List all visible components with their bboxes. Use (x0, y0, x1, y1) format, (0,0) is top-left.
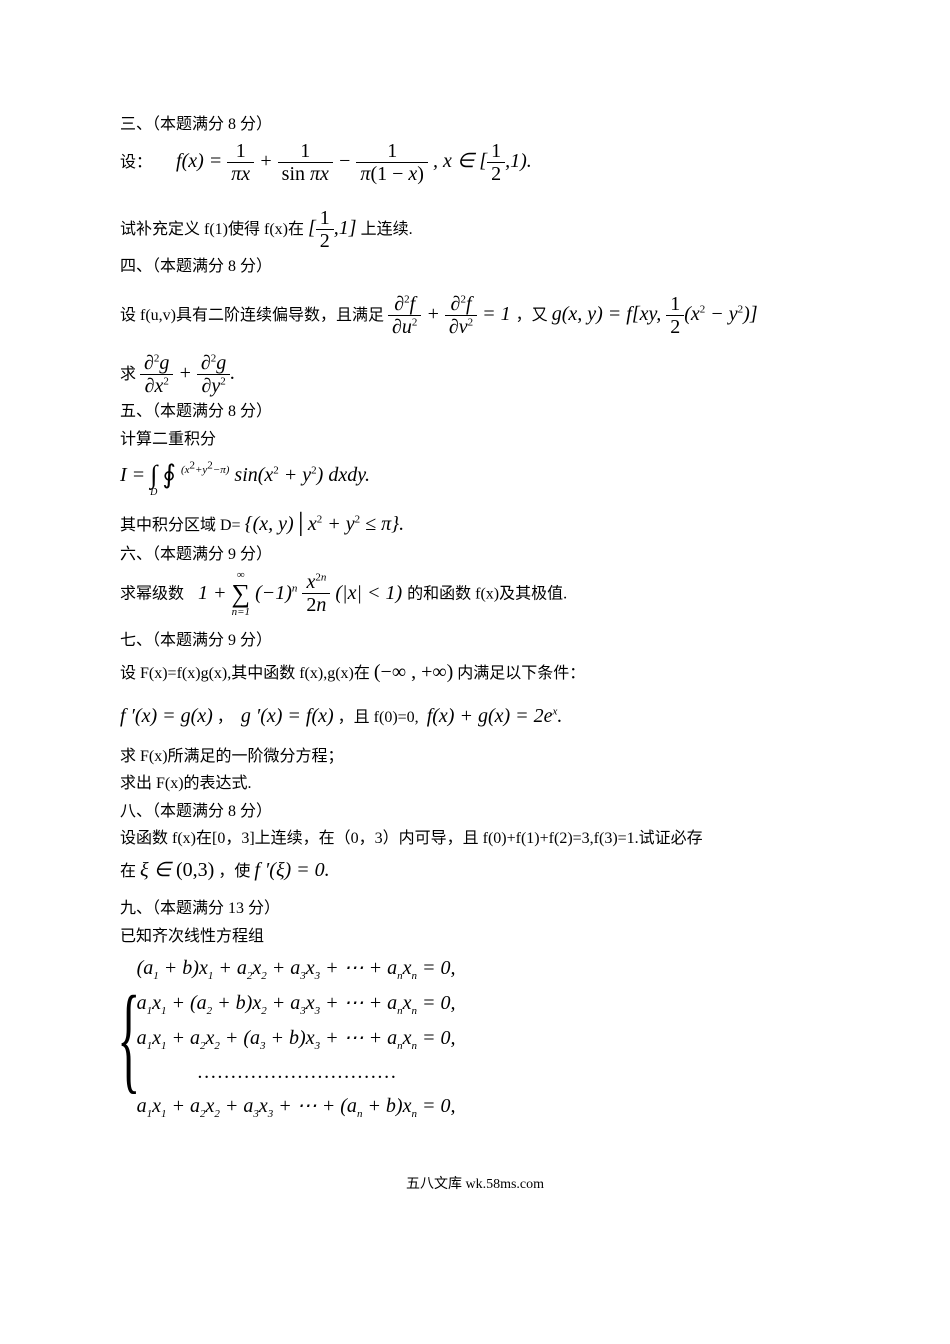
p4-gdef: g(x, y) = f[xy, 12(x2 − y2)] (552, 303, 758, 325)
p6-line1b: 的和函数 f(x)及其极值. (407, 586, 567, 603)
p4-pde: ∂2f∂u2 + ∂2f∂v2 = 1 (388, 303, 516, 325)
p7-line1: 设 F(x)=f(x)g(x),其中函数 f(x),g(x)在 (−∞ , +∞… (120, 656, 830, 688)
p4-heading: 四、（本题满分 8 分） (120, 254, 830, 280)
p8-line2a: 在 (120, 863, 136, 880)
p5-domain-row: 其中积分区域 D= {(x, y)│x2 + y2 ≤ π}. (120, 508, 830, 540)
p7-sep2: ，且 f(0)=0, (338, 709, 419, 726)
p3-interval: [12,1] (308, 217, 357, 239)
p4-line2: 求 ∂2g∂x2 + ∂2g∂y2. (120, 352, 830, 397)
p8-line1: 设函数 f(x)在[0，3]上连续，在（0，3）内可导，且 f(0)+f(1)+… (120, 826, 830, 852)
p7-conds: f ′(x) = g(x) ， g ′(x) = f(x) ，且 f(0)=0,… (120, 700, 830, 732)
p7-cond2: g ′(x) = f(x) (241, 705, 334, 727)
p8-heading: 八、（本题满分 8 分） (120, 799, 830, 825)
p9-row-2: a1x1 + (a2 + b)x2 + a3x3 + ⋯ + anxn = 0, (137, 986, 456, 1021)
p3-formula: f(x) = 1πx + 1sin πx − 1π(1 − x) , x ∈ [… (176, 150, 532, 172)
p9-row-4: ………………………… (137, 1055, 456, 1089)
p4-target: ∂2g∂x2 + ∂2g∂y2. (140, 362, 235, 384)
p3-line2b: 上连续. (361, 221, 413, 238)
p7-line1b: 内满足以下条件： (457, 665, 585, 682)
p7-interval: (−∞ , +∞) (374, 661, 453, 683)
p4-line1b: ，又 (516, 307, 548, 324)
p9-row-3: a1x1 + a2x2 + (a3 + b)x3 + ⋯ + anxn = 0, (137, 1021, 456, 1056)
p7-q1: 求 F(x)所满足的一阶微分方程； (120, 744, 830, 770)
exam-page: 三、（本题满分 8 分） 设： f(x) = 1πx + 1sin πx − 1… (0, 0, 950, 1236)
p4-line1: 设 f(u,v)具有二阶连续偏导数，且满足 ∂2f∂u2 + ∂2f∂v2 = … (120, 293, 830, 338)
p5-integral: I = ∫D ∮ (x2+y2−π) sin(x2 + y2) dxdy. (120, 454, 830, 498)
p6-series: 1 + ∞∑n=1 (−1)n x2n2n (|x| < 1) (198, 582, 407, 604)
page-footer: 五八文库 wk.58ms.com (120, 1174, 830, 1196)
p6-line1: 求幂级数 1 + ∞∑n=1 (−1)n x2n2n (|x| < 1) 的和函… (120, 570, 830, 618)
left-brace-icon: { (117, 983, 140, 1093)
p6-heading: 六、（本题满分 9 分） (120, 542, 830, 568)
p3-heading: 三、（本题满分 8 分） (120, 112, 830, 138)
p5-domain: {(x, y)│x2 + y2 ≤ π}. (245, 513, 405, 535)
p8-line2b: ，使 (218, 863, 250, 880)
p8-line2: 在 ξ ∈ (0,3) ，使 f ′(ξ) = 0. (120, 854, 830, 886)
p5-heading: 五、（本题满分 8 分） (120, 399, 830, 425)
p7-line1a: 设 F(x)=f(x)g(x),其中函数 f(x),g(x)在 (120, 665, 370, 682)
p3-formula-row: 设： f(x) = 1πx + 1sin πx − 1π(1 − x) , x … (120, 140, 830, 185)
p9-row-5: a1x1 + a2x2 + a3x3 + ⋯ + (an + b)xn = 0, (137, 1089, 456, 1124)
p6-line1a: 求幂级数 (120, 586, 184, 603)
p4-line1a: 设 f(u,v)具有二阶连续偏导数，且满足 (120, 307, 384, 324)
p5-line1: 计算二重积分 (120, 427, 830, 453)
p8-xi: ξ ∈ (0,3) (140, 859, 214, 881)
p7-cond3: f(x) + g(x) = 2ex. (427, 705, 563, 727)
p7-q2: 求出 F(x)的表达式. (120, 771, 830, 797)
p7-heading: 七、（本题满分 9 分） (120, 628, 830, 654)
p3-line2a: 试补充定义 f(1)使得 f(x)在 (120, 221, 304, 238)
p8-eq: f ′(ξ) = 0. (254, 859, 329, 881)
p3-line2: 试补充定义 f(1)使得 f(x)在 [12,1] 上连续. (120, 207, 830, 252)
p4-line2a: 求 (120, 366, 136, 383)
p5-line2a: 其中积分区域 D= (120, 517, 241, 534)
p9-heading: 九、（本题满分 13 分） (120, 896, 830, 922)
p9-line1: 已知齐次线性方程组 (120, 924, 830, 950)
p9-system: { (a1 + b)x1 + a2x2 + a3x3 + ⋯ + anxn = … (120, 951, 830, 1124)
p7-cond1: f ′(x) = g(x) (120, 705, 213, 727)
p9-row-1: (a1 + b)x1 + a2x2 + a3x3 + ⋯ + anxn = 0, (137, 951, 456, 986)
p7-sep1: ， (217, 709, 233, 726)
p9-system-lines: (a1 + b)x1 + a2x2 + a3x3 + ⋯ + anxn = 0,… (137, 951, 456, 1124)
p3-lead: 设： (120, 154, 152, 171)
